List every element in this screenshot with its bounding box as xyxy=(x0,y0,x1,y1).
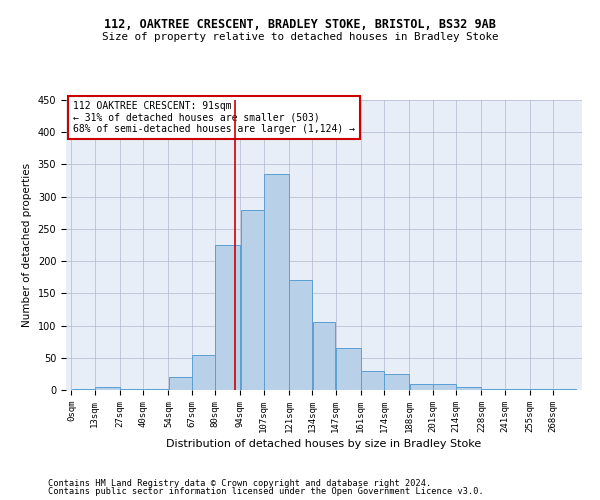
Bar xyxy=(264,174,289,390)
Text: Size of property relative to detached houses in Bradley Stoke: Size of property relative to detached ho… xyxy=(102,32,498,42)
Bar xyxy=(313,322,335,390)
Bar xyxy=(192,354,215,390)
Bar xyxy=(169,377,191,390)
Bar xyxy=(120,388,143,390)
Bar xyxy=(457,387,481,390)
Bar xyxy=(433,384,456,390)
Bar xyxy=(410,384,433,390)
Y-axis label: Number of detached properties: Number of detached properties xyxy=(22,163,32,327)
Bar xyxy=(95,387,119,390)
Bar xyxy=(241,210,263,390)
Text: Contains public sector information licensed under the Open Government Licence v3: Contains public sector information licen… xyxy=(48,487,484,496)
Bar xyxy=(289,280,312,390)
Bar xyxy=(505,388,530,390)
Bar xyxy=(336,348,361,390)
Bar xyxy=(143,388,168,390)
X-axis label: Distribution of detached houses by size in Bradley Stoke: Distribution of detached houses by size … xyxy=(166,439,482,449)
Bar xyxy=(530,388,553,390)
Bar xyxy=(71,388,94,390)
Text: Contains HM Land Registry data © Crown copyright and database right 2024.: Contains HM Land Registry data © Crown c… xyxy=(48,478,431,488)
Text: 112 OAKTREE CRESCENT: 91sqm
← 31% of detached houses are smaller (503)
68% of se: 112 OAKTREE CRESCENT: 91sqm ← 31% of det… xyxy=(73,102,355,134)
Bar xyxy=(215,245,240,390)
Bar xyxy=(385,374,409,390)
Text: 112, OAKTREE CRESCENT, BRADLEY STOKE, BRISTOL, BS32 9AB: 112, OAKTREE CRESCENT, BRADLEY STOKE, BR… xyxy=(104,18,496,30)
Bar xyxy=(554,388,577,390)
Bar xyxy=(361,370,384,390)
Bar xyxy=(482,388,505,390)
